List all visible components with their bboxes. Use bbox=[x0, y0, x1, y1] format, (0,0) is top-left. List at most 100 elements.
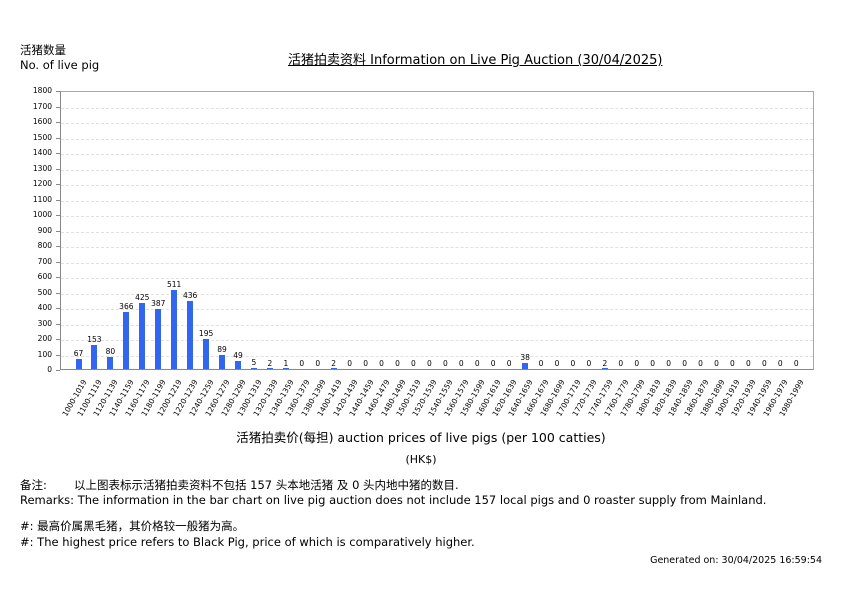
gridline bbox=[61, 309, 813, 310]
bar-value-label: 80 bbox=[105, 346, 116, 356]
bar-value-label: 436 bbox=[182, 291, 198, 301]
y-tick-label: 1100 bbox=[32, 194, 52, 204]
y-tick-mark bbox=[56, 246, 60, 247]
bar-value-label: 0 bbox=[395, 359, 400, 368]
y-tick-mark bbox=[56, 122, 60, 123]
bar-value-label: 0 bbox=[746, 359, 751, 368]
bar-value-label: 0 bbox=[315, 359, 321, 368]
y-tick-mark bbox=[56, 261, 60, 263]
y-tick-mark bbox=[56, 91, 60, 92]
note-cn: #: 最高价属黑毛猪，其价格较一般猪为高。 bbox=[20, 519, 245, 533]
bar-value-label: 0 bbox=[730, 359, 735, 368]
bar-value-label: 0 bbox=[777, 359, 783, 368]
bar-value-label: 0 bbox=[538, 359, 544, 368]
y-tick-mark bbox=[56, 215, 60, 216]
bar-value-label: 0 bbox=[650, 359, 656, 368]
gridline bbox=[61, 138, 813, 140]
y-tick-label: 800 bbox=[37, 241, 52, 250]
bar-value-label: 2 bbox=[331, 358, 337, 368]
gridline bbox=[61, 231, 813, 233]
y-axis-label-cn: 活猪数量 bbox=[20, 43, 66, 57]
y-tick-mark bbox=[56, 323, 60, 325]
y-tick-label: 600 bbox=[37, 272, 52, 281]
y-tick-mark bbox=[56, 230, 60, 232]
note-en: #: The highest price refers to Black Pig… bbox=[20, 535, 475, 549]
bar-value-label: 0 bbox=[411, 359, 416, 368]
generated-timestamp: Generated on: 30/04/2025 16:59:54 bbox=[650, 555, 822, 566]
y-axis-label-en: No. of live pig bbox=[20, 58, 100, 72]
y-tick-mark bbox=[56, 370, 60, 371]
y-tick-label: 1700 bbox=[32, 101, 52, 111]
remarks-cn: 备注: 以上图表标示活猪拍卖资料不包括 157 头本地活猪 及 0 头内地中猪的数… bbox=[20, 477, 459, 493]
y-tick-label: 0 bbox=[47, 365, 52, 374]
bar bbox=[139, 303, 146, 369]
bar-value-label: 2 bbox=[267, 358, 273, 368]
y-tick-label: 1800 bbox=[32, 86, 52, 95]
bar-value-label: 0 bbox=[761, 359, 767, 368]
gridline bbox=[61, 293, 813, 295]
bar-value-label: 67 bbox=[73, 348, 84, 358]
gridline bbox=[61, 123, 813, 124]
bar-value-label: 0 bbox=[618, 359, 624, 368]
bar-value-label: 366 bbox=[119, 302, 134, 312]
gridline bbox=[61, 200, 813, 202]
gridline bbox=[61, 185, 813, 186]
gridline bbox=[61, 154, 813, 155]
bar bbox=[601, 368, 608, 369]
bar-value-label: 387 bbox=[151, 299, 166, 308]
bar-value-label: 1 bbox=[283, 358, 289, 368]
remarks-cn-label: 备注: bbox=[20, 478, 47, 492]
y-tick-mark bbox=[56, 308, 60, 309]
y-tick-label: 1300 bbox=[32, 163, 52, 173]
gridline bbox=[61, 107, 813, 109]
y-tick-label: 100 bbox=[37, 349, 52, 359]
y-tick-label: 200 bbox=[37, 334, 52, 343]
bar-value-label: 0 bbox=[506, 359, 512, 368]
bar-value-label: 2 bbox=[602, 358, 608, 368]
bar-value-label: 0 bbox=[698, 359, 703, 368]
y-tick-mark bbox=[56, 106, 60, 108]
bar-value-label: 89 bbox=[217, 345, 227, 355]
bar-value-label: 0 bbox=[379, 359, 384, 368]
y-tick-label: 900 bbox=[37, 225, 52, 235]
bar bbox=[219, 355, 226, 369]
y-tick-mark bbox=[56, 153, 60, 154]
y-tick-label: 1600 bbox=[32, 117, 52, 126]
x-axis-unit: (HK$) bbox=[405, 453, 437, 466]
bar bbox=[123, 312, 130, 369]
y-tick-label: 400 bbox=[37, 303, 52, 312]
remarks-en: Remarks: The information in the bar char… bbox=[20, 493, 767, 507]
gridline bbox=[61, 355, 813, 357]
bar bbox=[522, 363, 529, 369]
bar-value-label: 0 bbox=[634, 359, 640, 368]
bar-value-label: 0 bbox=[427, 359, 432, 368]
x-axis-title: 活猪拍卖价(每担) auction prices of live pigs (p… bbox=[236, 430, 606, 445]
bar-value-label: 0 bbox=[474, 359, 480, 368]
y-tick-mark bbox=[56, 184, 60, 185]
y-tick-mark bbox=[56, 168, 60, 170]
gridline bbox=[61, 216, 813, 217]
bar-value-label: 0 bbox=[363, 359, 368, 368]
y-tick-label: 300 bbox=[37, 318, 52, 328]
y-tick-mark bbox=[56, 137, 60, 139]
bar-value-label: 0 bbox=[570, 359, 576, 368]
bar bbox=[235, 361, 241, 369]
y-tick-label: 1500 bbox=[32, 132, 52, 142]
bar-value-label: 0 bbox=[793, 359, 799, 368]
bar-value-label: 0 bbox=[458, 359, 464, 368]
y-tick-label: 1000 bbox=[32, 210, 52, 219]
bar-value-label: 0 bbox=[490, 359, 496, 368]
bar-value-label: 0 bbox=[586, 359, 592, 368]
bar-value-label: 38 bbox=[520, 353, 530, 363]
y-tick-label: 700 bbox=[37, 256, 52, 266]
bar bbox=[187, 301, 194, 369]
gridline bbox=[61, 247, 813, 248]
bar-value-label: 0 bbox=[442, 359, 448, 368]
remarks-cn-text: 以上图表标示活猪拍卖资料不包括 157 头本地活猪 及 0 头内地中猪的数目. bbox=[74, 478, 459, 492]
y-tick-mark bbox=[56, 339, 60, 340]
bar-value-label: 425 bbox=[135, 293, 150, 303]
y-tick-mark bbox=[56, 277, 60, 278]
bar-value-label: 195 bbox=[198, 328, 214, 338]
bar bbox=[330, 368, 337, 369]
bar-value-label: 511 bbox=[167, 279, 182, 289]
